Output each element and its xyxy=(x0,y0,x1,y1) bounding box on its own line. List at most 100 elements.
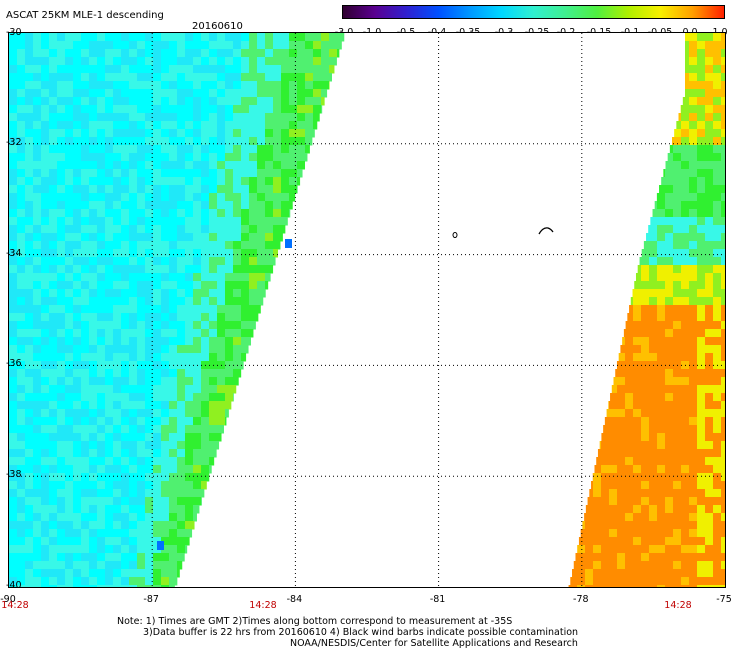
swath-cell xyxy=(193,345,202,354)
swath-cell xyxy=(129,297,138,306)
swath-cell xyxy=(137,353,146,362)
swath-cell xyxy=(9,393,18,402)
swath-cell xyxy=(41,233,50,242)
swath-cell xyxy=(657,513,666,522)
swath-cell xyxy=(153,497,162,506)
swath-cell xyxy=(9,265,18,274)
swath-cell xyxy=(73,537,82,546)
swath-cell xyxy=(241,289,250,298)
swath-cell xyxy=(193,137,202,146)
swath-cell xyxy=(617,417,626,426)
swath-cell xyxy=(177,497,186,506)
swath-cell xyxy=(593,521,602,530)
swath-cell xyxy=(17,209,26,218)
swath-cell xyxy=(49,505,58,514)
swath-cell xyxy=(65,465,74,474)
swath-cell xyxy=(673,385,682,394)
swath-cell xyxy=(33,553,42,562)
swath-cell xyxy=(177,177,186,186)
swath-cell xyxy=(193,449,202,458)
swath-cell xyxy=(721,585,730,594)
swath-cell xyxy=(193,177,202,186)
swath-cell xyxy=(641,401,650,410)
swath-cell xyxy=(633,417,642,426)
swath-cell xyxy=(121,369,130,378)
swath-cell xyxy=(185,297,194,306)
swath-cell xyxy=(329,49,338,58)
swath-cell xyxy=(121,201,130,210)
swath-cell xyxy=(577,553,586,562)
swath-cell xyxy=(721,561,730,570)
swath-cell xyxy=(681,465,690,474)
swath-cell xyxy=(89,57,98,66)
swath-cell xyxy=(201,457,210,466)
swath-cell xyxy=(113,473,122,482)
swath-cell xyxy=(73,393,82,402)
swath-cell xyxy=(625,441,634,450)
swath-cell xyxy=(153,585,162,594)
swath-cell xyxy=(689,81,698,90)
swath-cell xyxy=(713,217,722,226)
swath-cell xyxy=(609,473,618,482)
swath-cell xyxy=(633,465,642,474)
swath-cell xyxy=(193,289,202,298)
swath-cell xyxy=(649,497,658,506)
swath-cell xyxy=(633,369,642,378)
swath-cell xyxy=(585,561,594,570)
swath-cell xyxy=(41,201,50,210)
swath-cell xyxy=(129,393,138,402)
swath-cell xyxy=(121,161,130,170)
swath-cell xyxy=(89,345,98,354)
swath-cell xyxy=(633,337,642,346)
swath-cell xyxy=(265,89,274,98)
swath-cell xyxy=(145,305,154,314)
swath-cell xyxy=(105,249,114,258)
swath-cell xyxy=(57,513,66,522)
longitude-label: -90 xyxy=(0,594,16,605)
swath-cell xyxy=(161,193,170,202)
swath-cell xyxy=(41,105,50,114)
swath-cell xyxy=(81,537,90,546)
swath-cell xyxy=(193,41,202,50)
swath-cell xyxy=(209,129,218,138)
swath-cell xyxy=(17,145,26,154)
swath-cell xyxy=(633,385,642,394)
swath-cell xyxy=(633,345,642,354)
swath-cell xyxy=(689,569,698,578)
swath-cell xyxy=(721,73,730,82)
swath-cell xyxy=(705,417,714,426)
swath-cell xyxy=(73,241,82,250)
swath-cell xyxy=(97,161,106,170)
swath-cell xyxy=(145,201,154,210)
swath-cell xyxy=(241,65,250,74)
swath-cell xyxy=(177,145,186,154)
swath-cell xyxy=(665,505,674,514)
swath-cell xyxy=(721,225,730,234)
swath-cell xyxy=(73,409,82,418)
swath-cell xyxy=(657,417,666,426)
swath-cell xyxy=(625,457,634,466)
swath-cell xyxy=(89,241,98,250)
swath-cell xyxy=(49,65,58,74)
swath-cell xyxy=(177,281,186,290)
swath-cell xyxy=(185,169,194,178)
swath-cell xyxy=(249,217,258,226)
swath-cell xyxy=(89,89,98,98)
swath-cell xyxy=(145,33,154,42)
swath-cell xyxy=(129,545,138,554)
swath-cell xyxy=(57,473,66,482)
swath-cell xyxy=(681,257,690,266)
swath-cell xyxy=(665,241,674,250)
swath-cell xyxy=(281,105,290,114)
swath-cell xyxy=(73,113,82,122)
swath-cell xyxy=(193,441,202,450)
swath-cell xyxy=(281,217,288,226)
swath-cell xyxy=(689,553,698,562)
swath-cell xyxy=(25,521,34,530)
swath-cell xyxy=(161,201,170,210)
swath-cell xyxy=(201,73,210,82)
swath-cell xyxy=(145,417,154,426)
swath-cell xyxy=(81,561,90,570)
swath-cell xyxy=(9,521,18,530)
swath-cell xyxy=(161,585,170,594)
